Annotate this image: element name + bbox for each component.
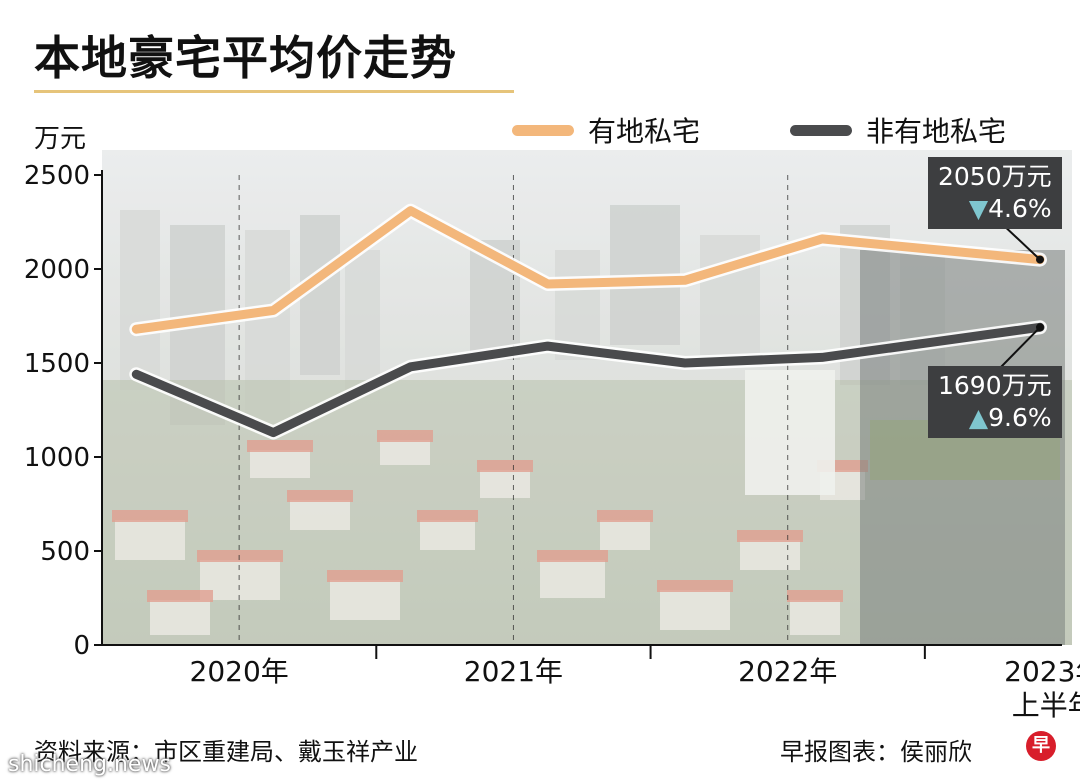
photo-roof [417, 510, 478, 522]
photo-roof [197, 550, 283, 562]
chart-title: 本地豪宅平均价走势 [34, 31, 457, 85]
photo-house [150, 600, 210, 635]
photo-house [480, 470, 530, 498]
x-tick-label: 2021年 [464, 655, 563, 688]
photo-roof [537, 550, 608, 562]
callout-anchor-dot [1036, 323, 1044, 332]
x-tick-label: 2022年 [738, 655, 837, 688]
photo-roof [477, 460, 533, 472]
callout-landed-change-value: 4.6% [988, 194, 1052, 223]
y-tick-label: 500 [40, 537, 90, 567]
photo-roof [377, 430, 433, 442]
photo-house [380, 440, 430, 465]
photo-roof [247, 440, 313, 452]
photo-background [102, 150, 1072, 645]
photo-house [420, 520, 475, 550]
photo-house [200, 560, 280, 600]
photo-roof [327, 570, 403, 582]
photo-roof [787, 590, 843, 602]
photo-roof [147, 590, 213, 602]
callout-landed-value: 2050万元 [938, 162, 1052, 191]
photo-house [330, 580, 400, 620]
photo-house [790, 600, 840, 635]
callout-non-landed-value: 1690万元 [938, 371, 1052, 400]
legend-item-landed: 有地私宅 [512, 110, 700, 150]
photo-house [540, 560, 605, 598]
y-tick-label: 1000 [24, 443, 90, 473]
y-tick-label: 2000 [24, 255, 90, 285]
photo-house [115, 520, 185, 560]
triangle-up-icon: ▲ [968, 403, 989, 432]
y-tick-label: 0 [73, 631, 90, 661]
photo-house [660, 590, 730, 630]
x-tick-label: 2023年 [1004, 655, 1080, 688]
photo-overlay [102, 150, 1072, 645]
photo-house [600, 520, 650, 550]
photo-roof [287, 490, 353, 502]
callout-anchor-dot [1036, 255, 1044, 264]
y-tick-label: 1500 [24, 349, 90, 379]
y-axis-label: 万元 [34, 124, 87, 154]
photo-roof [657, 580, 733, 592]
photo-roof [112, 510, 188, 522]
photo-roof [597, 510, 653, 522]
y-tick-label: 2500 [24, 161, 90, 191]
legend-label-non-landed: 非有地私宅 [866, 115, 1007, 148]
photo-building [300, 215, 340, 375]
legend-item-non-landed: 非有地私宅 [790, 110, 1006, 150]
watermark: shicheng.news [8, 752, 171, 777]
callout-non-landed-change: ▲9.6% [938, 402, 1052, 434]
title-underline [34, 90, 514, 93]
x-tick-label: 上半年 [1012, 689, 1080, 722]
publisher-logo: 早 [1026, 731, 1056, 761]
photo-building [120, 210, 160, 390]
photo-house [740, 540, 800, 570]
photo-house [290, 500, 350, 530]
legend-label-landed: 有地私宅 [588, 115, 701, 148]
x-tick-label: 2020年 [190, 655, 289, 688]
source-note: 资料来源：市区重建局、戴玉祥产业 [34, 738, 418, 766]
photo-building [345, 250, 380, 400]
photo-white-building [745, 370, 835, 495]
photo-roof [737, 530, 803, 542]
callout-landed-change: ▼4.6% [938, 193, 1052, 225]
callout-leader-non-landed [999, 326, 1041, 369]
legend-swatch-landed [512, 124, 574, 136]
photo-house [250, 450, 310, 478]
triangle-down-icon: ▼ [968, 194, 989, 223]
chart-credit: 早报图表：侯丽欣 [780, 738, 972, 766]
callout-non-landed: 1690万元 ▲9.6% [928, 366, 1062, 438]
legend-swatch-non-landed [790, 124, 852, 136]
callout-non-landed-change-value: 9.6% [988, 403, 1052, 432]
callout-landed: 2050万元 ▼4.6% [928, 157, 1062, 229]
